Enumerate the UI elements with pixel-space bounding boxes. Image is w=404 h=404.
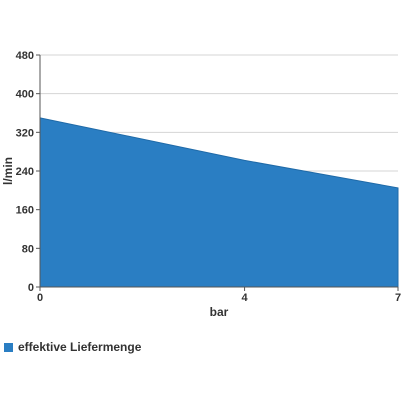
y-tick-label: 320: [16, 127, 34, 139]
y-tick-label: 240: [16, 166, 34, 178]
legend-swatch: [4, 342, 13, 352]
y-tick-labels: 0 80 160 240 320 400 480: [16, 50, 34, 294]
y-tick-label: 400: [16, 89, 34, 101]
y-tick-label: 80: [22, 243, 34, 255]
legend-label: effektive Liefermenge: [18, 340, 142, 354]
x-tick-label: 4: [242, 292, 249, 304]
axes: [36, 54, 399, 291]
area-series-fill: [39, 117, 399, 288]
x-axis-label: bar: [210, 305, 229, 319]
area-series: [39, 117, 399, 288]
x-tick-label: 0: [37, 292, 43, 304]
y-tick-label: 160: [16, 205, 34, 217]
legend: effektive Liefermenge: [4, 340, 141, 354]
x-tick-labels: 0 4 7: [37, 292, 401, 304]
y-tick-label: 480: [16, 50, 34, 62]
x-tick-label: 7: [395, 292, 401, 304]
y-axis-label: l/min: [1, 157, 15, 185]
y-tick-label: 0: [28, 282, 34, 294]
